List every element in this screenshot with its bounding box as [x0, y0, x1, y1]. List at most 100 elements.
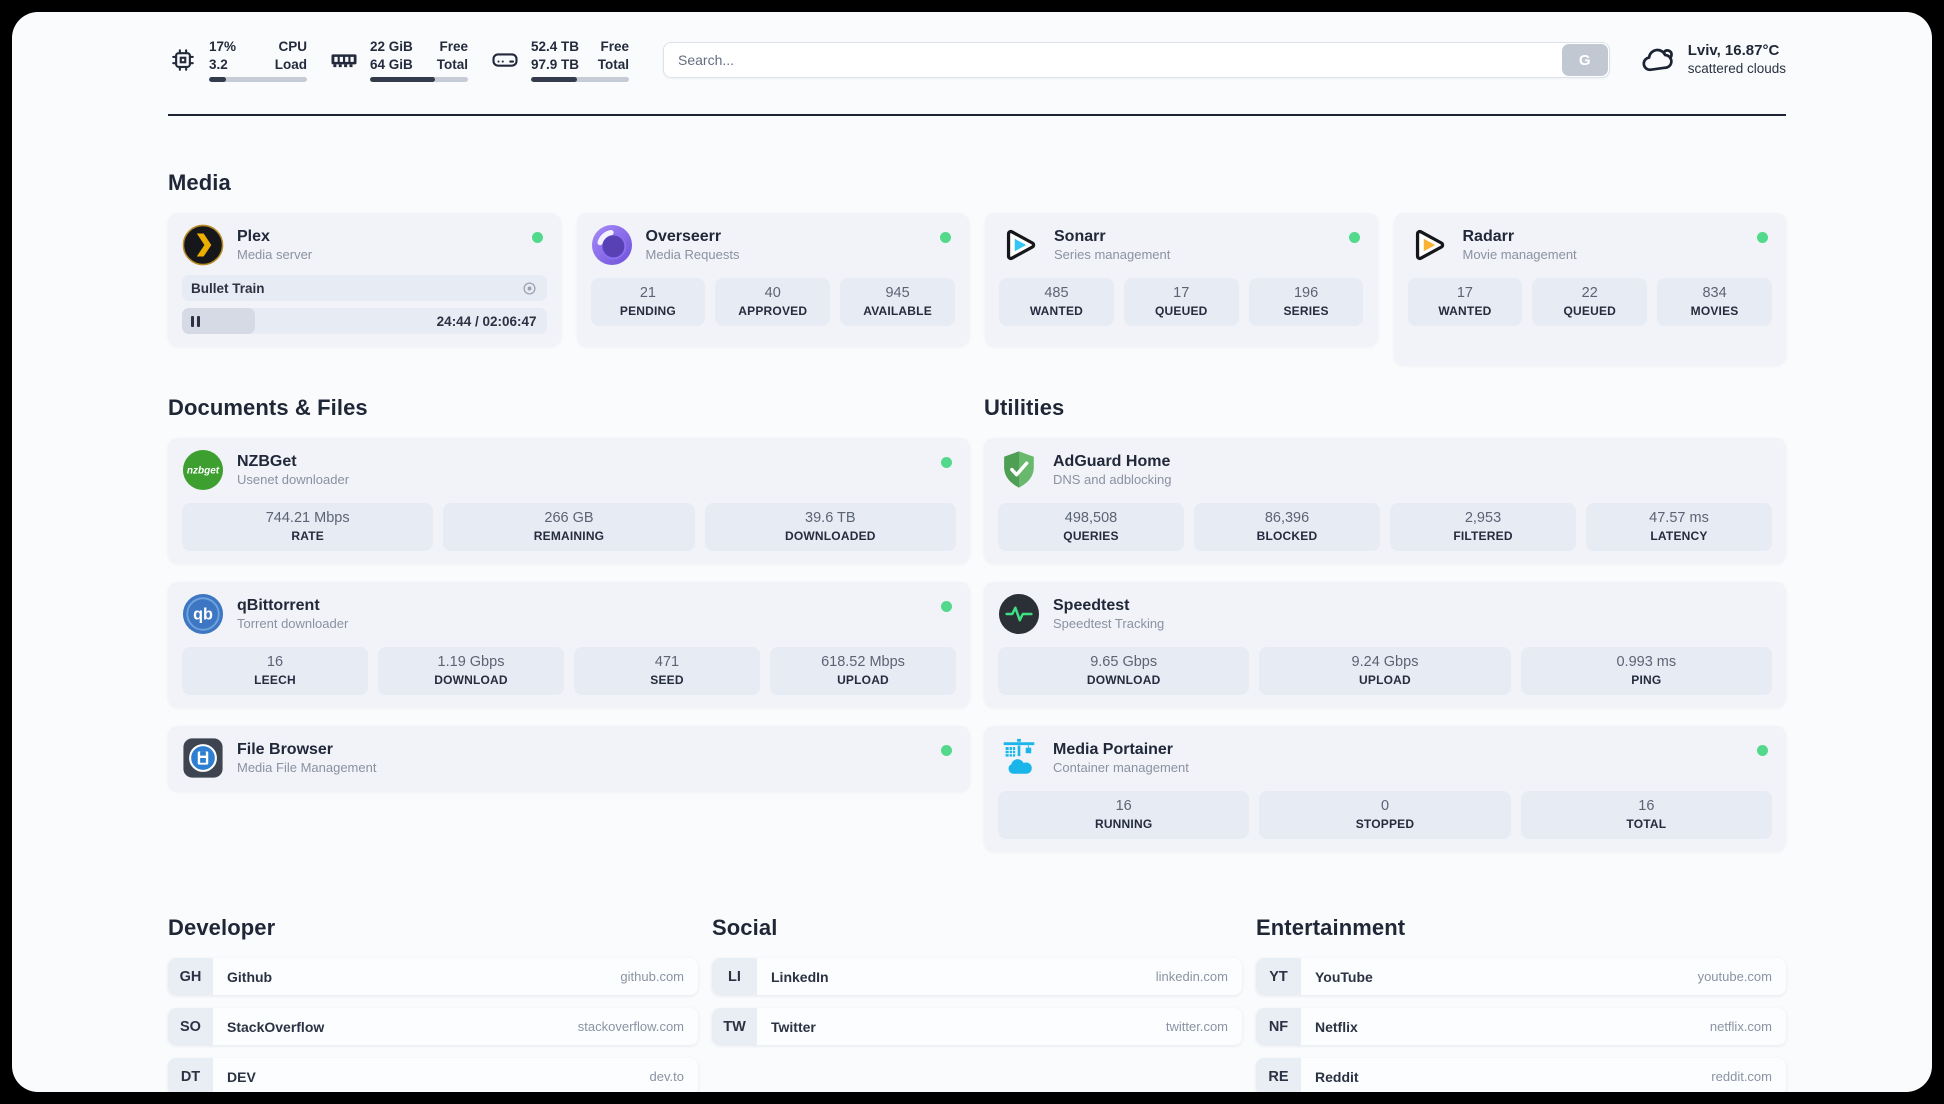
bookmark-url: stackoverflow.com: [577, 1019, 684, 1035]
bookmark-url: github.com: [620, 969, 684, 985]
stat-total: 16 TOTAL: [1520, 791, 1772, 840]
social-column: Social LI LinkedIn linkedin.com TW Twitt…: [712, 915, 1242, 1058]
disk-widget: 52.4 TB 97.9 TB Free Total: [490, 38, 629, 83]
bookmark-github[interactable]: GH Github github.com: [168, 958, 698, 996]
cpu-widget: 17% 3.2 CPU Load: [168, 38, 307, 83]
bookmark-abbr: LI: [712, 958, 757, 996]
bookmark-linkedin[interactable]: LI LinkedIn linkedin.com: [712, 958, 1242, 996]
stat-rate: 744.21 Mbps RATE: [182, 503, 434, 552]
bookmark-abbr: DT: [168, 1058, 213, 1092]
app-card-adguard[interactable]: AdGuard Home DNS and adblocking 498,508 …: [984, 438, 1786, 564]
bookmark-url: netflix.com: [1709, 1019, 1772, 1035]
entertainment-column: Entertainment YT YouTube youtube.com NF …: [1256, 915, 1786, 1092]
stat-latency: 47.57 ms LATENCY: [1586, 503, 1772, 552]
top-bar: 17% 3.2 CPU Load: [168, 12, 1786, 83]
stat-wanted: 485 WANTED: [999, 278, 1114, 327]
app-card-plex[interactable]: Plex Media server Bullet Train: [168, 213, 561, 347]
now-playing-title: Bullet Train: [191, 280, 265, 296]
stat-queries: 498,508 QUERIES: [998, 503, 1184, 552]
app-name: qBittorrent: [237, 596, 320, 614]
search-input[interactable]: [663, 42, 1610, 79]
app-card-sonarr[interactable]: Sonarr Series management 485 WANTED 17 Q…: [985, 213, 1378, 347]
app-name: Plex: [237, 227, 270, 245]
app-name: Radarr: [1462, 227, 1515, 245]
app-card-portainer[interactable]: Media Portainer Container management 16 …: [984, 726, 1786, 852]
app-card-nzbget[interactable]: nzbget NZBGet Usenet downloader 744.21 M…: [168, 438, 970, 564]
playback-time: 24:44 / 02:06:47: [436, 313, 537, 329]
bookmark-reddit[interactable]: RE Reddit reddit.com: [1256, 1058, 1786, 1092]
stat-download: 9.65 Gbps DOWNLOAD: [998, 647, 1250, 696]
ram-icon: [329, 45, 359, 75]
pause-icon[interactable]: [191, 315, 200, 327]
stat-leech: 16 LEECH: [182, 647, 368, 696]
developer-column: Developer GH Github github.com SO StackO…: [168, 915, 698, 1092]
app-card-qbittorrent[interactable]: qb qBittorrent Torrent downloader 16 LEE…: [168, 582, 970, 708]
disk-icon: [490, 45, 520, 75]
cpu-values: 17% 3.2: [209, 39, 237, 72]
dashboard-page: 17% 3.2 CPU Load: [12, 12, 1932, 1092]
disk-labels: Free Total: [597, 39, 629, 72]
section-title-utilities: Utilities: [984, 395, 1065, 421]
search-engine-button[interactable]: G: [1561, 44, 1608, 77]
stat-wanted: 17 WANTED: [1407, 278, 1523, 327]
app-name: AdGuard Home: [1053, 452, 1171, 470]
bookmark-abbr: RE: [1256, 1058, 1301, 1092]
stat-queued: 17 QUEUED: [1123, 278, 1239, 327]
bookmark-stackoverflow[interactable]: SO StackOverflow stackoverflow.com: [168, 1008, 698, 1046]
disk-values: 52.4 TB 97.9 TB: [531, 39, 580, 72]
memory-values: 22 GiB 64 GiB: [370, 39, 413, 72]
overseerr-logo-icon: [591, 224, 633, 266]
sonarr-logo-icon: [999, 224, 1041, 266]
bookmark-name: Reddit: [1315, 1068, 1359, 1085]
stat-download: 1.19 Gbps DOWNLOAD: [378, 647, 564, 696]
app-subtitle: Speedtest Tracking: [1053, 615, 1165, 631]
section-title-social: Social: [712, 915, 778, 941]
section-title-media: Media: [168, 170, 231, 196]
playback-played-segment: [182, 308, 255, 335]
utilities-column: Utilities AdGuard Home: [984, 365, 1786, 852]
status-dot: [1757, 745, 1768, 757]
app-subtitle: Media Requests: [645, 246, 740, 262]
status-dot: [940, 232, 951, 244]
cloud-icon: [1640, 41, 1678, 79]
weather-widget: Lviv, 16.87°C scattered clouds: [1640, 41, 1786, 79]
search-bar: G: [663, 42, 1610, 79]
status-dot: [1348, 232, 1360, 244]
app-subtitle: Media server: [237, 246, 313, 262]
bookmark-abbr: GH: [168, 958, 213, 996]
bookmark-youtube[interactable]: YT YouTube youtube.com: [1256, 958, 1786, 996]
app-card-overseerr[interactable]: Overseerr Media Requests 21 PENDING 40 A…: [576, 213, 969, 347]
svg-text:nzbget: nzbget: [187, 465, 220, 476]
bookmark-dev[interactable]: DT DEV dev.to: [168, 1058, 698, 1092]
status-dot: [1757, 232, 1768, 244]
section-title-documents: Documents & Files: [168, 395, 368, 421]
bookmark-name: Github: [227, 968, 273, 985]
app-name: Speedtest: [1053, 596, 1130, 614]
stat-upload: 618.52 Mbps UPLOAD: [770, 647, 956, 696]
app-subtitle: Torrent downloader: [237, 615, 349, 631]
app-name: Media Portainer: [1053, 740, 1174, 758]
playback-progress-row: 24:44 / 02:06:47: [182, 308, 547, 335]
bookmark-twitter[interactable]: TW Twitter twitter.com: [712, 1008, 1242, 1046]
bookmark-name: YouTube: [1315, 968, 1373, 985]
bookmark-url: youtube.com: [1697, 969, 1772, 985]
stat-remaining: 266 GB REMAINING: [443, 503, 695, 552]
app-card-speedtest[interactable]: Speedtest Speedtest Tracking 9.65 Gbps D…: [984, 582, 1786, 708]
now-playing-row: Bullet Train: [182, 275, 547, 302]
media-grid: Plex Media server Bullet Train: [168, 213, 1786, 366]
bookmark-name: LinkedIn: [771, 968, 829, 985]
app-subtitle: DNS and adblocking: [1053, 471, 1172, 487]
svg-text:qb: qb: [193, 606, 213, 624]
filebrowser-logo-icon: [182, 737, 224, 779]
status-dot: [941, 457, 952, 469]
app-card-radarr[interactable]: Radarr Movie management 17 WANTED 22 QUE…: [1393, 213, 1786, 366]
session-target-icon[interactable]: [521, 280, 538, 297]
speedtest-logo-icon: [998, 593, 1040, 635]
portainer-logo-icon: [998, 737, 1040, 779]
section-title-developer: Developer: [168, 915, 276, 941]
app-name: Sonarr: [1054, 227, 1106, 245]
bookmark-netflix[interactable]: NF Netflix netflix.com: [1256, 1008, 1786, 1046]
app-card-filebrowser[interactable]: File Browser Media File Management: [168, 726, 970, 792]
stat-seed: 471 SEED: [574, 647, 760, 696]
documents-column: Documents & Files nzbget NZBGet Usenet d: [168, 365, 970, 792]
